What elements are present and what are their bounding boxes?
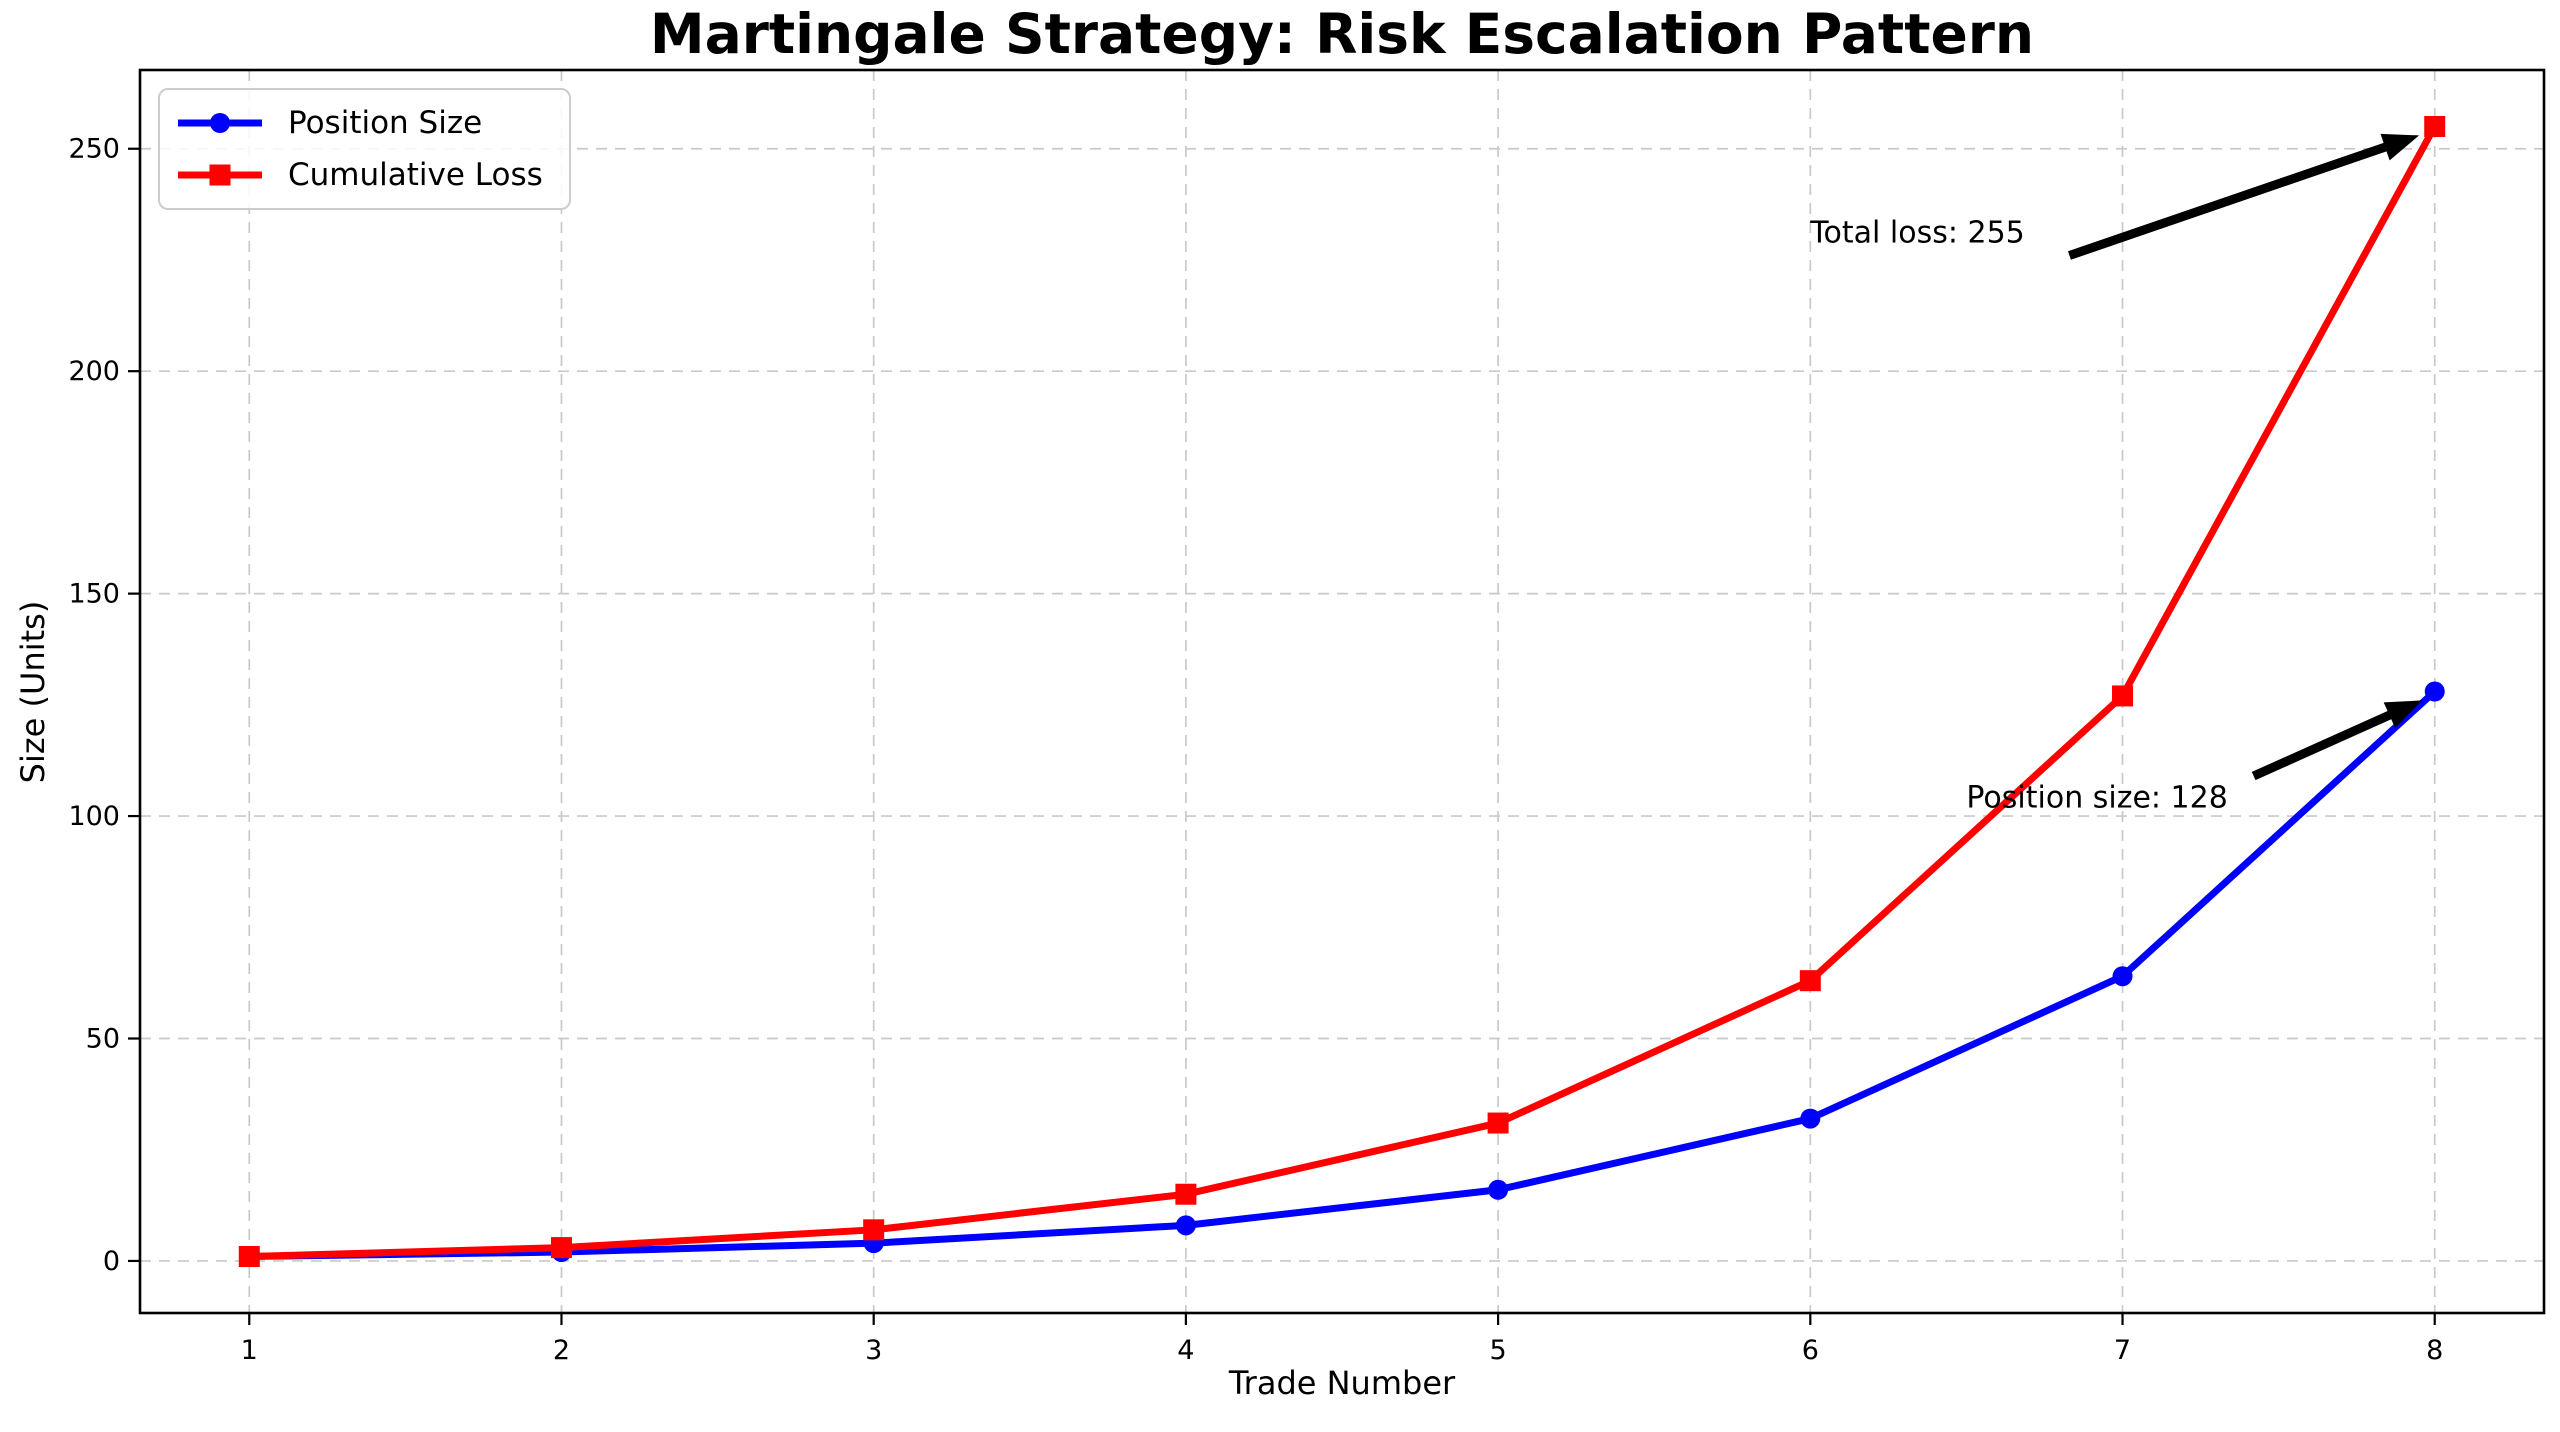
data-point-marker — [2112, 685, 2134, 707]
data-point-marker — [1800, 1108, 1821, 1129]
y-tick-label: 200 — [68, 356, 120, 387]
x-tick-label: 2 — [553, 1335, 570, 1366]
y-tick-label: 0 — [103, 1246, 120, 1277]
legend-item-cumulative-loss: Cumulative Loss — [174, 152, 543, 198]
y-tick-label: 50 — [86, 1024, 120, 1055]
legend: Position Size Cumulative Loss — [158, 88, 571, 210]
data-point-marker — [1175, 1215, 1196, 1236]
plot-border — [138, 68, 2546, 1315]
y-tick-label: 150 — [68, 579, 120, 610]
cumulative-loss-line — [249, 124, 2438, 1260]
annotation-arrow — [2251, 700, 2423, 781]
data-point-marker — [863, 1219, 885, 1241]
position-size-legend-marker-icon — [178, 113, 262, 133]
x-tick-label: 3 — [865, 1335, 882, 1366]
data-point-marker — [1487, 1112, 1509, 1134]
y-axis-label: Size (Units) — [14, 600, 52, 784]
data-point-marker — [238, 1246, 260, 1267]
annotation-arrow — [2067, 133, 2420, 260]
data-point-marker — [2424, 681, 2445, 702]
chart-title: Martingale Strategy: Risk Escalation Pat… — [649, 2, 2035, 66]
data-point-marker — [1488, 1179, 1509, 1200]
x-tick-label: 8 — [2426, 1335, 2443, 1366]
annotation-position-size: Position size: 128 — [1966, 780, 2228, 816]
data-point-marker — [550, 1237, 572, 1259]
cumulative-loss-legend-marker-icon — [178, 164, 262, 186]
x-axis-label: Trade Number — [1228, 1364, 1456, 1402]
annotation-total-loss: Total loss: 255 — [1810, 215, 2025, 251]
y-tick-label: 250 — [68, 134, 120, 165]
x-tick-label: 1 — [241, 1335, 258, 1366]
y-tick-label: 100 — [68, 801, 120, 832]
data-point-marker — [1175, 1183, 1197, 1205]
data-point-marker — [2424, 116, 2446, 137]
data-point-marker — [2112, 966, 2133, 987]
position-size-line — [249, 688, 2438, 1260]
x-tick-label: 4 — [1177, 1335, 1194, 1366]
legend-label-position-size: Position Size — [288, 105, 483, 141]
x-tick-label: 7 — [2114, 1335, 2131, 1366]
x-tick-label: 6 — [1802, 1335, 1819, 1366]
x-tick-label: 5 — [1490, 1335, 1507, 1366]
legend-item-position-size: Position Size — [174, 100, 543, 146]
legend-label-cumulative-loss: Cumulative Loss — [288, 157, 543, 193]
data-point-marker — [1799, 970, 1821, 992]
